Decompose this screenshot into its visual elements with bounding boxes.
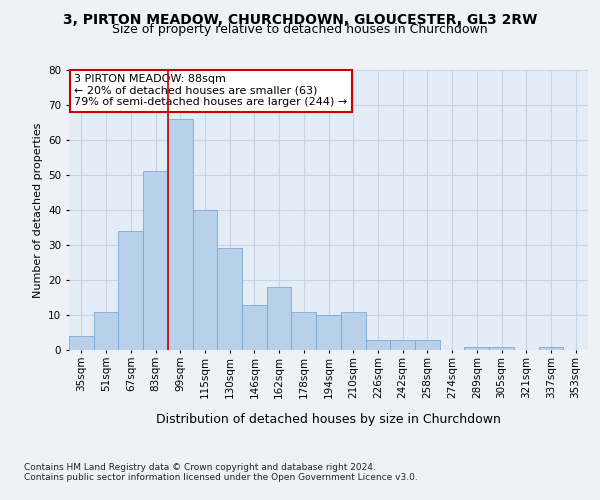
Bar — [415, 340, 440, 350]
Bar — [390, 340, 415, 350]
Text: Distribution of detached houses by size in Churchdown: Distribution of detached houses by size … — [157, 412, 501, 426]
Text: 3, PIRTON MEADOW, CHURCHDOWN, GLOUCESTER, GL3 2RW: 3, PIRTON MEADOW, CHURCHDOWN, GLOUCESTER… — [63, 12, 537, 26]
Bar — [168, 119, 193, 350]
Bar — [539, 346, 563, 350]
Bar — [217, 248, 242, 350]
Bar — [242, 304, 267, 350]
Bar — [267, 287, 292, 350]
Text: Contains HM Land Registry data © Crown copyright and database right 2024.: Contains HM Land Registry data © Crown c… — [24, 462, 376, 471]
Bar — [464, 346, 489, 350]
Bar — [341, 312, 365, 350]
Bar — [118, 231, 143, 350]
Bar — [143, 172, 168, 350]
Bar — [94, 312, 118, 350]
Y-axis label: Number of detached properties: Number of detached properties — [32, 122, 43, 298]
Text: Size of property relative to detached houses in Churchdown: Size of property relative to detached ho… — [112, 22, 488, 36]
Text: Contains public sector information licensed under the Open Government Licence v3: Contains public sector information licen… — [24, 472, 418, 482]
Bar — [193, 210, 217, 350]
Bar — [489, 346, 514, 350]
Bar — [316, 315, 341, 350]
Bar — [292, 312, 316, 350]
Bar — [365, 340, 390, 350]
Text: 3 PIRTON MEADOW: 88sqm
← 20% of detached houses are smaller (63)
79% of semi-det: 3 PIRTON MEADOW: 88sqm ← 20% of detached… — [74, 74, 347, 108]
Bar — [69, 336, 94, 350]
